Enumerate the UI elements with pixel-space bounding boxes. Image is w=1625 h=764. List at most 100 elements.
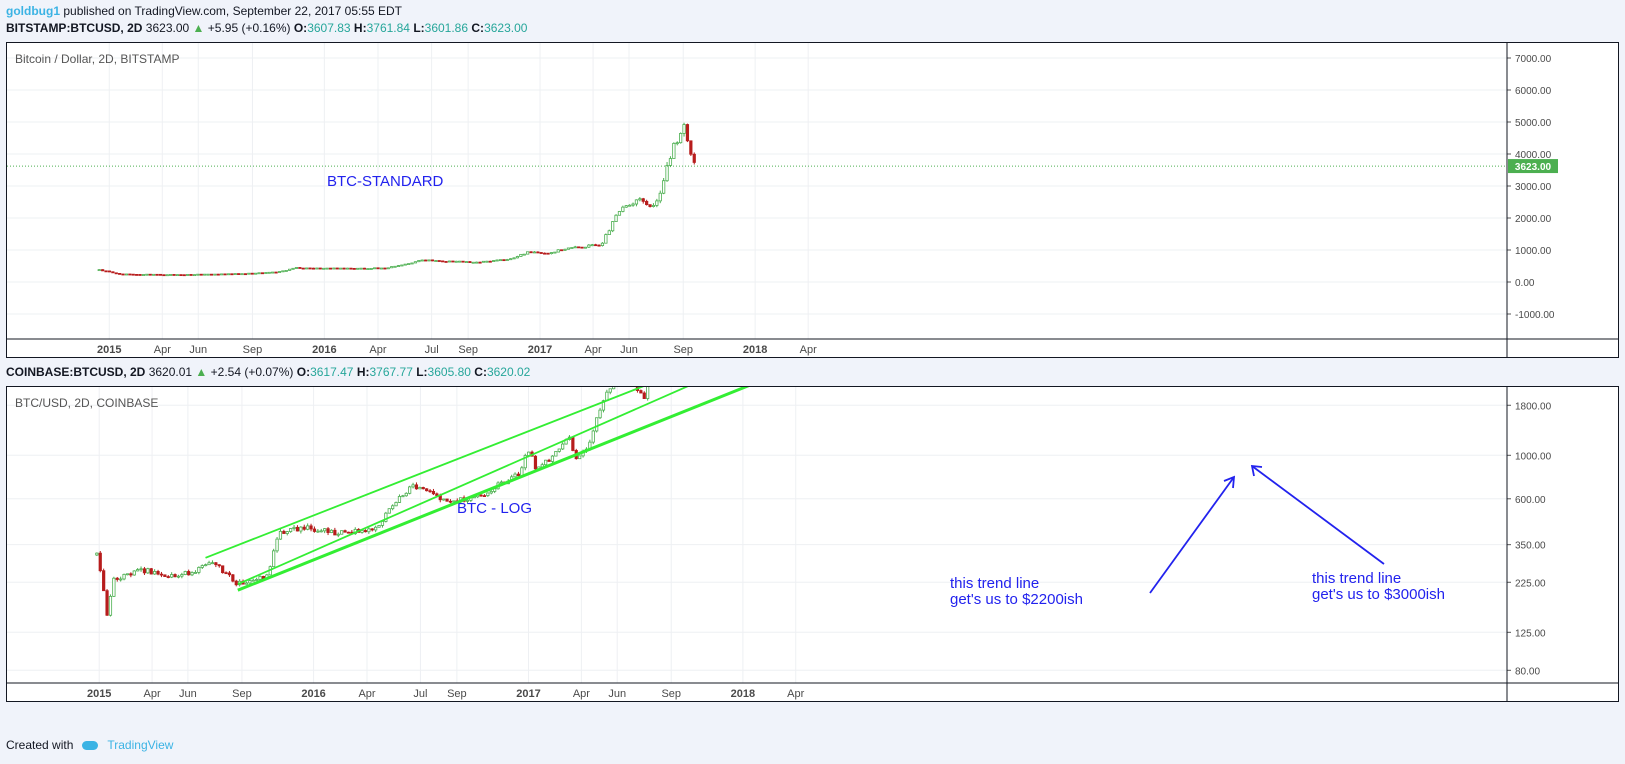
candle-body xyxy=(512,257,516,260)
candle-body xyxy=(260,272,265,275)
candle-body xyxy=(486,492,490,497)
candle-body xyxy=(302,526,306,530)
candle-body xyxy=(319,530,323,533)
candle-body xyxy=(305,267,309,270)
candle-body xyxy=(367,528,371,533)
candle-body xyxy=(192,274,197,277)
candle-body xyxy=(598,409,602,419)
candle-body xyxy=(492,260,496,262)
x-tick-label: Apr xyxy=(369,344,386,356)
y-tick-label: 125.00 xyxy=(1515,628,1546,639)
candle-body xyxy=(271,271,275,274)
candle-body xyxy=(155,273,159,276)
candle-body xyxy=(122,573,126,580)
candle-body xyxy=(102,570,106,592)
x-tick-label: 2018 xyxy=(743,344,767,356)
candle-body xyxy=(614,214,618,222)
candle-body xyxy=(519,253,523,257)
candle-body xyxy=(200,565,204,568)
candle-body xyxy=(207,562,211,566)
chart-pane-log[interactable]: 2015 Apr Jun Sep 2016 Apr Jul Sep 2017 Apr Jun Sep 2… xyxy=(6,386,1619,702)
candle-body xyxy=(662,180,666,194)
candle-body xyxy=(498,259,503,262)
candle-body xyxy=(529,251,533,254)
candle-body xyxy=(142,568,147,574)
candle-body xyxy=(513,473,517,478)
annotation-btc-standard: BTC-STANDARD xyxy=(327,173,444,190)
candle-body xyxy=(692,153,696,163)
candle-body xyxy=(617,211,622,216)
chart-svg-log[interactable]: 2015 Apr Jun Sep 2016 Apr Jul Sep 2017 Apr Jun Sep 2… xyxy=(7,387,1618,701)
candle-body xyxy=(311,267,316,270)
candle-body xyxy=(597,244,601,247)
candle-body xyxy=(309,525,313,530)
x-tick-label: 2016 xyxy=(301,688,325,700)
chart-title: BTC/USD, 2D, COINBASE xyxy=(15,396,158,410)
candle-body xyxy=(651,205,656,207)
candle-body xyxy=(129,573,133,576)
candle-body xyxy=(112,577,116,597)
candle-body xyxy=(240,273,244,276)
candle-body xyxy=(356,267,360,270)
y-tick-label: 3000.00 xyxy=(1515,182,1552,193)
candle-body xyxy=(451,260,455,263)
candle-body xyxy=(189,274,193,276)
candle-body xyxy=(499,481,504,484)
candle-body xyxy=(515,256,520,259)
candle-body xyxy=(478,261,482,264)
candle-body xyxy=(244,582,249,585)
candle-body xyxy=(329,529,334,533)
y-tick-label: 5000.00 xyxy=(1515,118,1552,129)
candle-body xyxy=(115,577,119,580)
pane1-close: 3623.00 xyxy=(484,21,528,35)
candle-body xyxy=(379,267,384,270)
candle-body xyxy=(672,142,676,159)
candle-body xyxy=(522,253,526,256)
candle-body xyxy=(573,246,577,249)
candle-body xyxy=(400,264,404,267)
candle-body xyxy=(233,273,237,275)
candle-body xyxy=(675,142,679,145)
arrow-head xyxy=(1223,475,1236,489)
chart-svg-linear[interactable]: 2015 Apr Jun Sep 2016 Apr Jul Sep 2017 Apr Jun Sep 2… xyxy=(7,43,1618,357)
candle-body xyxy=(141,274,146,276)
candle-body xyxy=(179,274,183,277)
candle-body xyxy=(489,491,493,494)
candle-body xyxy=(495,259,499,262)
candle-body xyxy=(98,552,102,572)
chart-pane-linear[interactable]: 2015 Apr Jun Sep 2016 Apr Jul Sep 2017 Apr Jun Sep 2… xyxy=(6,42,1619,358)
pane1-low: 3601.86 xyxy=(424,21,469,35)
candle-body xyxy=(566,247,571,250)
pane2-legend: COINBASE:BTCUSD, 2D 3620.01 ▲ +2.54 (+0.… xyxy=(6,365,531,379)
x-tick-label: Sep xyxy=(232,688,252,700)
pane1-open: 3607.83 xyxy=(307,21,351,35)
y-tick-label: 80.00 xyxy=(1515,666,1540,677)
candle-body xyxy=(153,571,157,575)
candle-body xyxy=(292,526,296,529)
candle-body xyxy=(196,273,200,276)
author-link[interactable]: goldbug1 xyxy=(6,4,60,18)
candle-body xyxy=(258,575,262,580)
candle-body xyxy=(288,268,292,271)
candle-body xyxy=(403,263,407,266)
candle-body xyxy=(374,526,378,531)
pane1-price: 3623.00 xyxy=(145,21,190,35)
y-tick-label: 225.00 xyxy=(1515,578,1546,589)
up-triangle-icon: ▲ xyxy=(192,21,205,35)
candle-body xyxy=(465,499,470,502)
candle-body xyxy=(298,267,302,269)
candle-body xyxy=(417,260,421,263)
candle-body xyxy=(318,267,322,270)
candle-body xyxy=(231,574,235,582)
candle-body xyxy=(220,273,224,276)
candle-body xyxy=(642,392,646,399)
pane2-change: +2.54 (+0.07%) xyxy=(210,365,294,379)
candle-body xyxy=(444,261,448,263)
tradingview-link[interactable]: TradingView xyxy=(79,738,173,752)
candle-body xyxy=(285,531,289,534)
pane2-price: 3620.01 xyxy=(148,365,193,379)
candle-body xyxy=(441,260,445,263)
x-tick-label: Sep xyxy=(458,344,478,356)
candle-body xyxy=(601,400,606,411)
x-tick-label: 2017 xyxy=(528,344,552,356)
